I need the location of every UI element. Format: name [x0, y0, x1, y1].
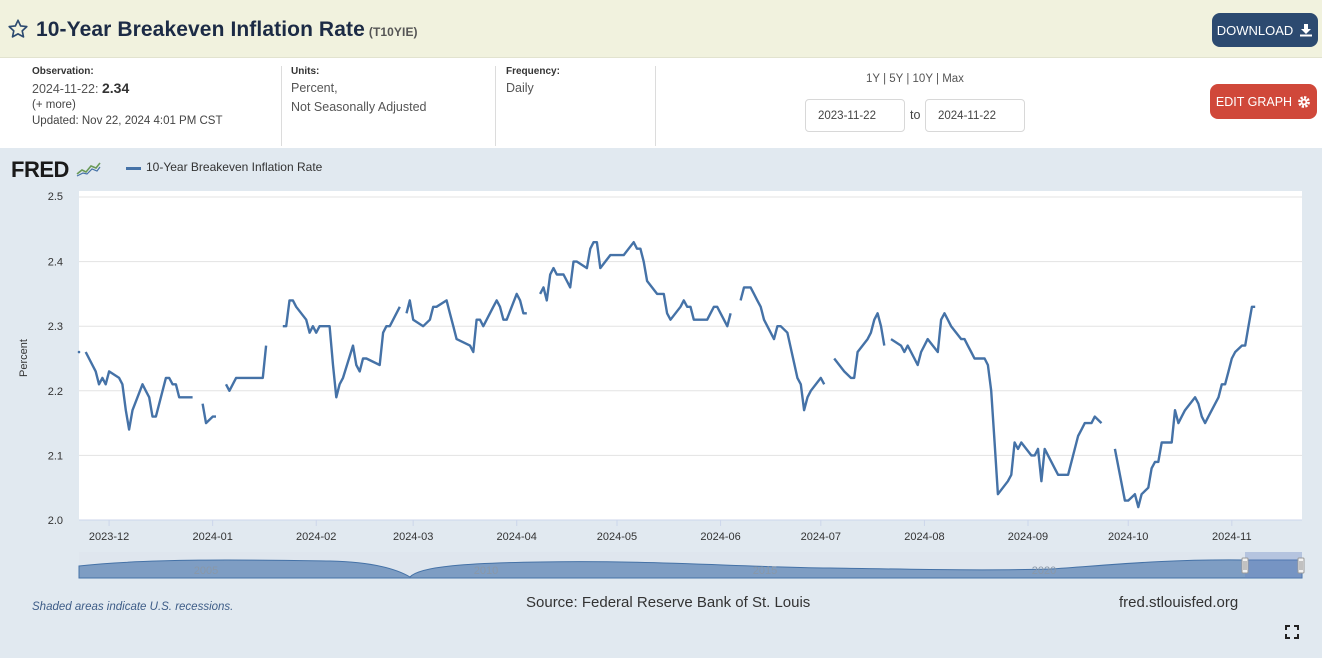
divider: [495, 66, 496, 146]
page-title: 10-Year Breakeven Inflation Rate (T10YIE): [36, 18, 418, 42]
series-title: 10-Year Breakeven Inflation Rate: [36, 18, 365, 41]
range-separator: |: [883, 73, 887, 85]
units-line2: Not Seasonally Adjusted: [291, 100, 427, 114]
download-icon: [1300, 24, 1313, 37]
x-tick-label: 2024-04: [497, 531, 537, 543]
units-line1: Percent,: [291, 81, 338, 95]
range-1y[interactable]: 1Y: [866, 73, 880, 85]
navigator-year-label: 2010: [474, 565, 498, 577]
navigator-year-label: 2020: [1032, 565, 1056, 577]
site-url[interactable]: fred.stlouisfed.org: [1119, 594, 1239, 611]
observation-value: 2.34: [101, 80, 130, 96]
units-block: Units: Percent, Not Seasonally Adjusted: [291, 66, 491, 146]
range-separator: |: [906, 73, 910, 85]
observation-date: 2024-11-22:: [32, 82, 99, 96]
series-line-segment: [1113, 305, 1256, 509]
x-tick-label: 2024-05: [597, 531, 637, 543]
y-tick-label: 2.3: [48, 321, 63, 333]
series-line-segment: [405, 292, 527, 354]
source-text: Source: Federal Reserve Bank of St. Loui…: [526, 594, 811, 611]
series-line-segment: [201, 403, 216, 425]
series-line-segment: [833, 312, 886, 380]
x-tick-label: 2024-10: [1108, 531, 1148, 543]
series-line-segment: [890, 312, 1103, 496]
x-tick-label: 2024-11: [1212, 531, 1252, 543]
divider: [655, 66, 656, 146]
legend-series-name: 10-Year Breakeven Inflation Rate: [146, 160, 323, 174]
more-link[interactable]: (+ more): [32, 99, 76, 111]
y-tick-label: 2.5: [48, 191, 63, 203]
series-line-segment: [84, 351, 193, 431]
fred-logo-mark-icon: [75, 161, 101, 177]
x-tick-label: 2024-06: [700, 531, 740, 543]
x-tick-label: 2024-08: [904, 531, 944, 543]
fred-logo-text: FRED: [11, 157, 69, 182]
y-tick-label: 2.0: [48, 515, 63, 527]
series-code: (T10YIE): [368, 25, 418, 39]
frequency-value: Daily: [506, 81, 534, 95]
observation-line: 2024-11-22: 2.34: [32, 79, 272, 99]
star-icon[interactable]: [7, 18, 29, 40]
y-tick-label: 2.4: [48, 257, 63, 269]
navigator-year-label: 2015: [753, 565, 777, 577]
x-tick-label: 2024-02: [296, 531, 336, 543]
series-line-segment: [739, 286, 826, 412]
navigator-area: [78, 559, 1303, 579]
x-tick-label: 2024-07: [801, 531, 841, 543]
recession-note: Shaded areas indicate U.S. recessions.: [32, 601, 234, 613]
download-button[interactable]: DOWNLOAD: [1212, 13, 1318, 47]
series-line-segment: [224, 345, 268, 392]
fred-logo: FRED: [11, 157, 101, 183]
fullscreen-icon[interactable]: [1285, 625, 1299, 639]
observation-block: Observation: 2024-11-22: 2.34 (+ more) U…: [32, 66, 272, 146]
frequency-block: Frequency: Daily: [506, 66, 646, 146]
range-max[interactable]: Max: [942, 73, 964, 85]
x-tick-label: 2024-01: [192, 531, 232, 543]
range-selector: 1Y | 5Y | 10Y | Max: [866, 73, 964, 85]
plot-background: [79, 191, 1302, 520]
updated-text: Updated: Nov 22, 2024 4:01 PM CST: [32, 115, 223, 127]
navigator-year-label: 2005: [194, 565, 218, 577]
line-chart[interactable]: 2.0 2.1 2.2 2.3 2.4 2.5 Percent 2023-12 2024-01…: [0, 148, 1322, 588]
range-5y[interactable]: 5Y: [889, 73, 904, 85]
series-line-segment: [539, 240, 732, 328]
y-axis-label: Percent: [18, 339, 30, 377]
y-tick-label: 2.1: [48, 450, 63, 462]
y-tick-label: 2.2: [48, 386, 63, 398]
edit-graph-label: EDIT GRAPH: [1215, 94, 1293, 109]
navigator-handle[interactable]: [1241, 557, 1249, 574]
download-label: DOWNLOAD: [1216, 22, 1294, 38]
series-line-segment: [282, 299, 401, 399]
x-tick-label: 2024-03: [393, 531, 433, 543]
start-date-input[interactable]: [805, 99, 905, 132]
legend-swatch: [126, 167, 141, 170]
edit-graph-button[interactable]: EDIT GRAPH: [1210, 84, 1317, 119]
divider: [281, 66, 282, 146]
title-bar: 10-Year Breakeven Inflation Rate (T10YIE)…: [0, 0, 1322, 58]
range-separator: |: [936, 73, 939, 85]
x-tick-label: 2023-12: [89, 531, 129, 543]
units-label: Units:: [291, 66, 320, 77]
range-10y[interactable]: 10Y: [912, 73, 933, 85]
to-label: to: [910, 108, 921, 122]
end-date-input[interactable]: [925, 99, 1025, 132]
observation-label: Observation:: [32, 66, 94, 77]
navigator-selection: [1245, 552, 1302, 578]
navigator-handle[interactable]: [1297, 557, 1305, 574]
gear-icon: [1298, 95, 1310, 108]
x-tick-label: 2024-09: [1008, 531, 1048, 543]
frequency-label: Frequency:: [506, 66, 560, 77]
series-point: [77, 350, 81, 354]
